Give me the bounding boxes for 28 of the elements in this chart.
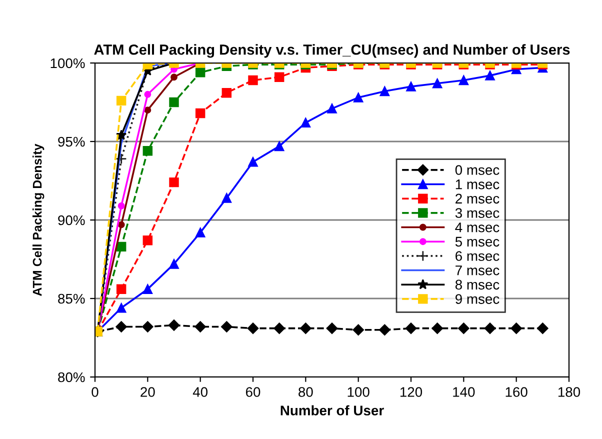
y-tick-label: 90% — [58, 215, 85, 226]
legend-label: 8 msec — [455, 280, 500, 290]
x-tick-label: 0 — [92, 387, 98, 397]
legend-label: 6 msec — [456, 251, 500, 261]
y-tick-label: 100% — [50, 58, 85, 68]
legend-label: 3 msec — [455, 208, 500, 218]
x-tick-label: 160 — [506, 387, 528, 397]
legend-label: 0 msec — [455, 165, 500, 175]
x-tick-label: 40 — [192, 387, 208, 397]
x-tick-label: 60 — [246, 387, 260, 397]
x-axis-title: Number of User — [280, 405, 384, 416]
y-tick-label: 95% — [58, 136, 85, 147]
legend-label: 1 msec — [456, 180, 500, 190]
chart-title: ATM Cell Packing Density v.s. Timer_CU(msec) and Number of Users — [94, 44, 570, 58]
x-tick-label: 180 — [558, 387, 580, 397]
x-tick-label: 20 — [140, 387, 155, 397]
legend-label: 7 msec — [456, 266, 500, 276]
legend-label: 4 msec — [455, 222, 500, 232]
x-tick-label: 120 — [400, 387, 422, 397]
y-tick-label: 80% — [58, 372, 85, 382]
legend-label: 9 msec — [456, 294, 500, 304]
y-axis-title: ATM Cell Packing Density — [32, 144, 44, 296]
x-tick-label: 140 — [453, 387, 475, 397]
x-tick-label: 100 — [348, 387, 370, 397]
x-tick-label: 80 — [298, 387, 313, 397]
y-tick-label: 85% — [58, 294, 85, 304]
legend-label: 5 msec — [455, 236, 500, 247]
legend-label: 2 msec — [456, 194, 500, 204]
